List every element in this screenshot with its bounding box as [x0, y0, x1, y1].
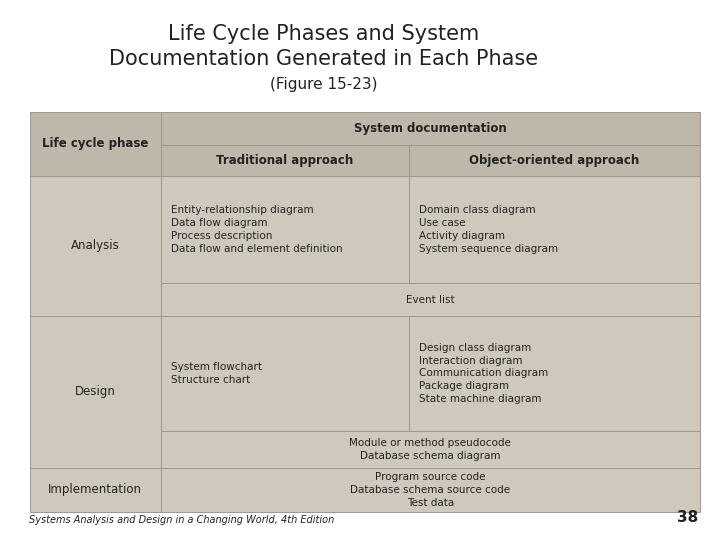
Text: Life cycle phase: Life cycle phase — [42, 138, 148, 151]
Bar — [408, 316, 700, 431]
Text: 15: 15 — [665, 22, 703, 50]
Bar — [161, 112, 700, 145]
Bar — [408, 145, 700, 176]
Bar — [161, 316, 408, 431]
Text: Event list: Event list — [406, 295, 454, 305]
Bar — [30, 316, 161, 468]
Text: (Figure 15-23): (Figure 15-23) — [270, 77, 378, 92]
Text: Documentation Generated in Each Phase: Documentation Generated in Each Phase — [109, 49, 539, 69]
Text: System documentation: System documentation — [354, 122, 507, 135]
Text: Entity-relationship diagram
Data flow diagram
Process description
Data flow and : Entity-relationship diagram Data flow di… — [171, 205, 342, 254]
Bar — [30, 112, 161, 176]
Bar — [161, 468, 700, 512]
Text: Systems Analysis and Design in a Changing World, 4th Edition: Systems Analysis and Design in a Changin… — [29, 515, 334, 525]
Text: Implementation: Implementation — [48, 483, 143, 496]
Bar — [161, 176, 408, 283]
Text: Life Cycle Phases and System: Life Cycle Phases and System — [168, 24, 480, 44]
Text: Module or method pseudocode
Database schema diagram: Module or method pseudocode Database sch… — [349, 438, 511, 461]
Bar — [30, 468, 161, 512]
Bar — [161, 145, 408, 176]
Bar — [408, 176, 700, 283]
Text: Traditional approach: Traditional approach — [216, 154, 354, 167]
Text: Analysis: Analysis — [71, 240, 120, 253]
Text: Program source code
Database schema source code
Test data: Program source code Database schema sour… — [350, 472, 510, 508]
Bar — [30, 176, 161, 316]
Bar — [161, 431, 700, 468]
Text: Design class diagram
Interaction diagram
Communication diagram
Package diagram
S: Design class diagram Interaction diagram… — [418, 343, 548, 404]
Text: Design: Design — [75, 386, 116, 399]
Bar — [161, 283, 700, 316]
Text: System flowchart
Structure chart: System flowchart Structure chart — [171, 362, 261, 385]
Text: Domain class diagram
Use case
Activity diagram
System sequence diagram: Domain class diagram Use case Activity d… — [418, 205, 558, 254]
Text: 38: 38 — [677, 510, 698, 525]
Text: Object-oriented approach: Object-oriented approach — [469, 154, 639, 167]
